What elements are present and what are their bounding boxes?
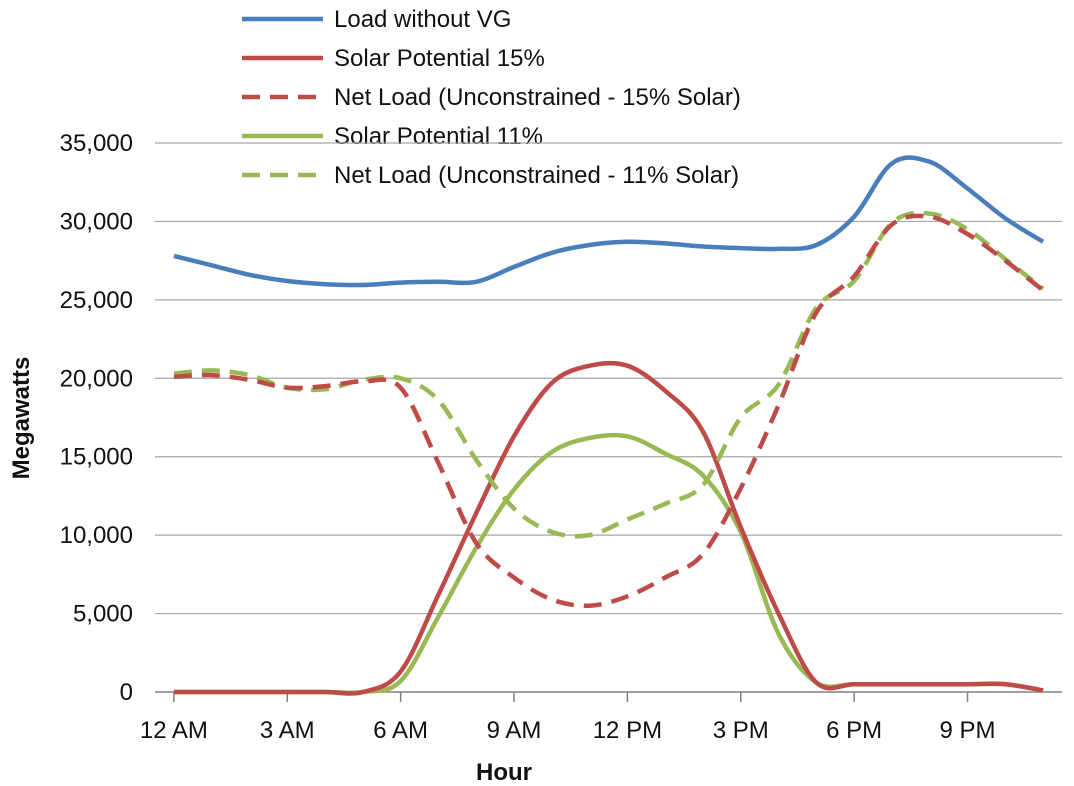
legend-label-solar-potential-15: Solar Potential 15% bbox=[334, 45, 545, 72]
x-tick-label: 12 PM bbox=[593, 717, 662, 744]
x-tick-label: 3 PM bbox=[713, 717, 769, 744]
series-line-load-without-vg bbox=[173, 155, 1045, 288]
series-line-solar-potential-11 bbox=[173, 432, 1044, 696]
y-tick-label: 10,000 bbox=[60, 522, 133, 549]
gridlines bbox=[155, 142, 1062, 693]
legend-label-net-load-unconstrained-11-solar: Net Load (Unconstrained - 11% Solar) bbox=[334, 162, 739, 189]
legend: Load without VG Solar Potential 15% Net Lo… bbox=[242, 6, 741, 189]
y-tick-label: 15,000 bbox=[60, 444, 133, 471]
y-tick-label: 35,000 bbox=[60, 130, 133, 157]
x-tick-label: 6 AM bbox=[373, 717, 428, 744]
y-tick-label: 30,000 bbox=[60, 208, 133, 235]
series-line-solar-potential-15 bbox=[173, 360, 1044, 696]
x-tick-label: 3 AM bbox=[260, 717, 315, 744]
x-tick-label: 9 PM bbox=[940, 717, 996, 744]
series-line-net-load-unconstrained-15-solar bbox=[173, 213, 1045, 609]
legend-label-net-load-unconstrained-15-solar: Net Load (Unconstrained - 15% Solar) bbox=[334, 84, 741, 111]
legend-label-load-without-vg: Load without VG bbox=[334, 6, 511, 33]
x-axis-ticks: 12 AM 3 AM 6 AM 9 AM 12 PM 3 PM 6 PM 9 PM bbox=[140, 692, 996, 744]
y-tick-label: 20,000 bbox=[60, 365, 133, 392]
y-axis-title: Megawatts bbox=[8, 357, 35, 480]
x-tick-label: 9 AM bbox=[487, 717, 542, 744]
x-axis-title: Hour bbox=[476, 759, 532, 786]
y-axis-ticks: 0 5,000 10,000 15,000 20,000 25,000 30,000 35,0… bbox=[60, 130, 133, 706]
series-line-net-load-unconstrained-11-solar bbox=[173, 210, 1045, 539]
legend-label-solar-potential-11: Solar Potential 11% bbox=[334, 123, 543, 150]
series-lines bbox=[173, 155, 1045, 696]
y-tick-label: 25,000 bbox=[60, 287, 133, 314]
x-tick-label: 6 PM bbox=[826, 717, 882, 744]
y-tick-label: 5,000 bbox=[73, 601, 133, 628]
y-tick-label: 0 bbox=[120, 679, 133, 706]
x-tick-label: 12 AM bbox=[140, 717, 208, 744]
